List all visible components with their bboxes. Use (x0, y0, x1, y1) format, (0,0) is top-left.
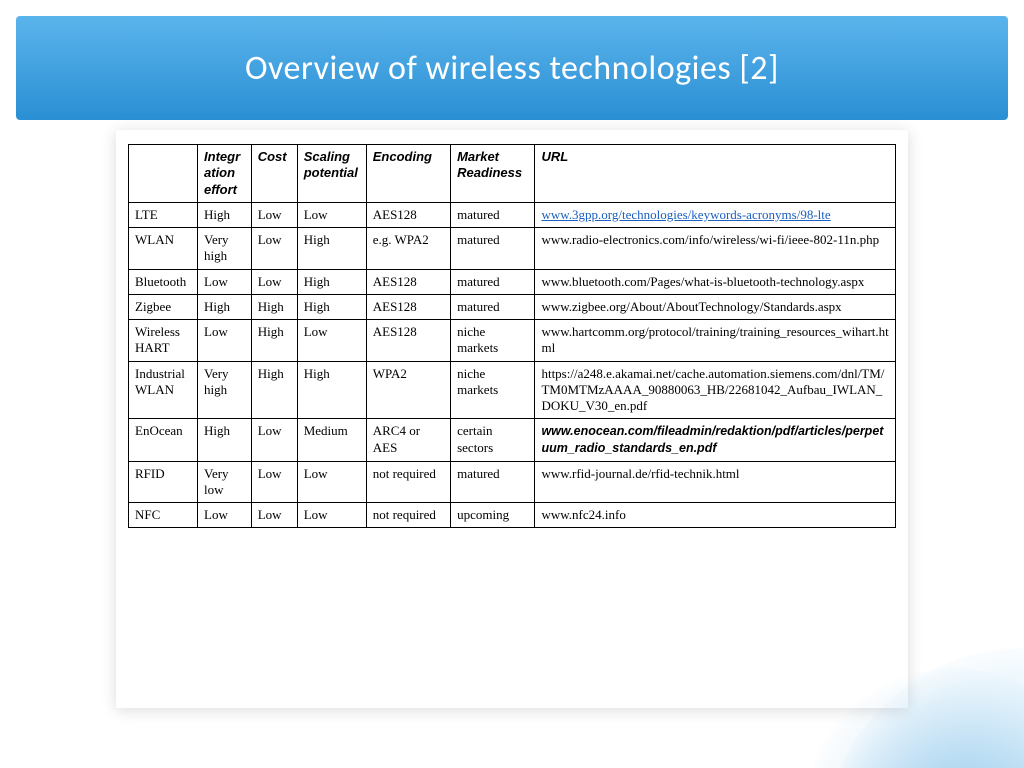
table-cell: AES128 (366, 294, 450, 319)
table-cell: matured (451, 294, 535, 319)
col-header-3: Scaling potential (297, 145, 366, 203)
table-cell: matured (451, 269, 535, 294)
table-cell: Low (251, 419, 297, 461)
table-cell: Low (297, 202, 366, 227)
table-cell: niche markets (451, 320, 535, 362)
col-header-4: Encoding (366, 145, 450, 203)
table-cell: Low (198, 320, 252, 362)
table-cell: www.zigbee.org/About/AboutTechnology/Sta… (535, 294, 896, 319)
table-cell: NFC (129, 503, 198, 528)
table-cell: www.radio-electronics.com/info/wireless/… (535, 228, 896, 270)
table-cell: Low (251, 202, 297, 227)
slide: Overview of wireless technologies [2] In… (0, 0, 1024, 768)
table-cell: matured (451, 202, 535, 227)
table-cell: www.nfc24.info (535, 503, 896, 528)
table-cell: https://a248.e.akamai.net/cache.automati… (535, 361, 896, 419)
table-cell: High (297, 228, 366, 270)
table-cell: Low (251, 228, 297, 270)
table-cell: Low (251, 269, 297, 294)
technologies-table: Integration effortCostScaling potentialE… (128, 144, 896, 528)
table-row: BluetoothLowLowHighAES128maturedwww.blue… (129, 269, 896, 294)
table-cell: Zigbee (129, 294, 198, 319)
table-cell: Very high (198, 228, 252, 270)
table-cell: Very low (198, 461, 252, 503)
table-cell: www.3gpp.org/technologies/keywords-acron… (535, 202, 896, 227)
col-header-1: Integration effort (198, 145, 252, 203)
table-cell: High (198, 202, 252, 227)
table-cell: matured (451, 228, 535, 270)
table-cell: AES128 (366, 202, 450, 227)
table-cell: High (198, 419, 252, 461)
slide-title: Overview of wireless technologies [2] (245, 48, 779, 89)
table-cell: Low (198, 503, 252, 528)
table-cell: Low (251, 461, 297, 503)
table-header-row: Integration effortCostScaling potentialE… (129, 145, 896, 203)
table-row: WLANVery highLowHighe.g. WPA2maturedwww.… (129, 228, 896, 270)
table-cell: High (297, 361, 366, 419)
table-cell: www.enocean.com/fileadmin/redaktion/pdf/… (535, 419, 896, 461)
col-header-5: Market Readiness (451, 145, 535, 203)
table-cell: Low (297, 320, 366, 362)
table-cell: www.hartcomm.org/protocol/training/train… (535, 320, 896, 362)
table-cell: Low (297, 461, 366, 503)
table-row: ZigbeeHighHighHighAES128maturedwww.zigbe… (129, 294, 896, 319)
table-cell: www.rfid-journal.de/rfid-technik.html (535, 461, 896, 503)
table-cell: WPA2 (366, 361, 450, 419)
url-text: www.enocean.com/fileadmin/redaktion/pdf/… (541, 424, 883, 455)
table-cell: High (198, 294, 252, 319)
table-cell: High (251, 294, 297, 319)
table-cell: certain sectors (451, 419, 535, 461)
table-cell: niche markets (451, 361, 535, 419)
table-cell: not required (366, 461, 450, 503)
table-cell: Very high (198, 361, 252, 419)
table-row: LTEHighLowLowAES128maturedwww.3gpp.org/t… (129, 202, 896, 227)
url-link[interactable]: www.3gpp.org/technologies/keywords-acron… (541, 207, 830, 222)
table-cell: AES128 (366, 320, 450, 362)
table-cell: High (297, 294, 366, 319)
table-row: RFIDVery lowLowLownot requiredmaturedwww… (129, 461, 896, 503)
table-cell: Medium (297, 419, 366, 461)
table-cell: High (297, 269, 366, 294)
table-cell: High (251, 361, 297, 419)
table-cell: RFID (129, 461, 198, 503)
table-cell: EnOcean (129, 419, 198, 461)
table-cell: Wireless HART (129, 320, 198, 362)
title-banner: Overview of wireless technologies [2] (16, 16, 1008, 120)
table-cell: Bluetooth (129, 269, 198, 294)
table-cell: AES128 (366, 269, 450, 294)
table-cell: WLAN (129, 228, 198, 270)
table-cell: Low (251, 503, 297, 528)
col-header-6: URL (535, 145, 896, 203)
table-cell: ARC4 or AES (366, 419, 450, 461)
table-cell: e.g. WPA2 (366, 228, 450, 270)
table-cell: Low (297, 503, 366, 528)
table-cell: Industrial WLAN (129, 361, 198, 419)
col-header-2: Cost (251, 145, 297, 203)
table-cell: www.bluetooth.com/Pages/what-is-bluetoot… (535, 269, 896, 294)
table-cell: upcoming (451, 503, 535, 528)
content-card: Integration effortCostScaling potentialE… (116, 130, 908, 708)
table-cell: matured (451, 461, 535, 503)
table-row: Industrial WLANVery highHighHighWPA2nich… (129, 361, 896, 419)
table-row: Wireless HARTLowHighLowAES128niche marke… (129, 320, 896, 362)
table-cell: not required (366, 503, 450, 528)
table-cell: High (251, 320, 297, 362)
table-row: NFCLowLowLownot requiredupcomingwww.nfc2… (129, 503, 896, 528)
col-header-0 (129, 145, 198, 203)
table-cell: LTE (129, 202, 198, 227)
table-row: EnOceanHighLowMediumARC4 or AEScertain s… (129, 419, 896, 461)
table-cell: Low (198, 269, 252, 294)
